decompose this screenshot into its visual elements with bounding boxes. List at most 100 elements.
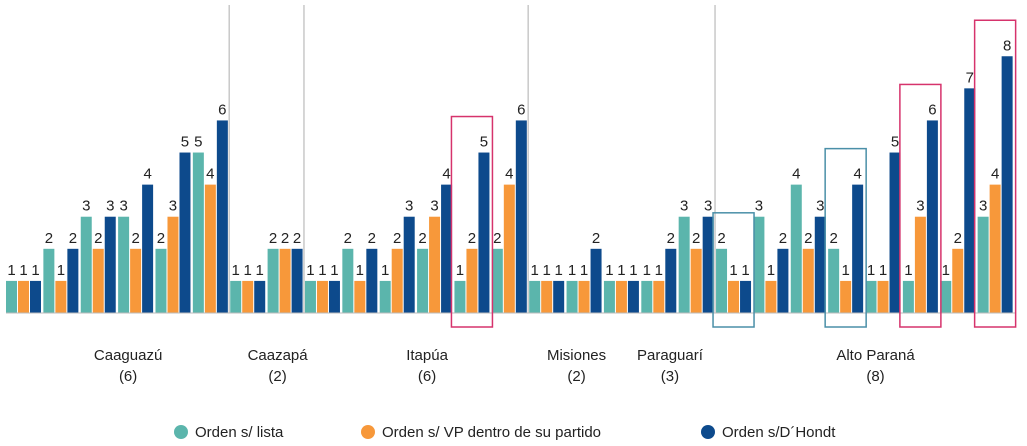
value-label: 1 xyxy=(330,262,338,279)
value-label: 2 xyxy=(418,230,426,247)
value-label: 3 xyxy=(405,198,413,215)
value-label: 1 xyxy=(904,262,912,279)
value-label: 3 xyxy=(916,198,924,215)
bar xyxy=(877,280,889,313)
bar xyxy=(391,248,403,313)
value-label: 4 xyxy=(505,166,513,183)
bar xyxy=(43,248,55,313)
value-label: 3 xyxy=(119,198,127,215)
value-label: 4 xyxy=(143,166,151,183)
bar xyxy=(92,248,104,313)
bar xyxy=(578,280,590,313)
bar xyxy=(641,280,653,313)
value-label: 1 xyxy=(318,262,326,279)
value-label: 1 xyxy=(879,262,887,279)
bar xyxy=(130,248,142,313)
value-label: 2 xyxy=(493,230,501,247)
value-label: 1 xyxy=(7,262,15,279)
bar xyxy=(590,248,602,313)
value-label: 1 xyxy=(57,262,65,279)
bar xyxy=(653,280,665,313)
bar xyxy=(342,248,354,313)
value-label: 5 xyxy=(480,134,488,151)
bar xyxy=(865,280,877,313)
highlight-box xyxy=(899,83,942,328)
value-label: 1 xyxy=(256,262,264,279)
bar xyxy=(728,280,740,313)
highlight-box xyxy=(712,212,755,328)
value-label: 2 xyxy=(69,230,77,247)
value-label: 3 xyxy=(430,198,438,215)
value-label: 1 xyxy=(31,262,39,279)
bar xyxy=(615,280,627,313)
value-label: 2 xyxy=(667,230,675,247)
group-label: Alto Paraná xyxy=(836,347,915,364)
bar xyxy=(1001,56,1013,314)
value-label: 1 xyxy=(543,262,551,279)
bar xyxy=(802,248,814,313)
value-label: 2 xyxy=(344,230,352,247)
value-label: 3 xyxy=(979,198,987,215)
bar xyxy=(155,248,167,313)
bar xyxy=(603,280,615,313)
bar xyxy=(379,280,391,313)
bar xyxy=(80,216,92,313)
bar xyxy=(627,280,639,313)
value-label: 4 xyxy=(792,166,800,183)
value-label: 1 xyxy=(942,262,950,279)
group-label: Caaguazú xyxy=(94,347,162,364)
bar xyxy=(291,248,303,313)
bar xyxy=(665,248,677,313)
value-label: 8 xyxy=(1003,37,1011,54)
value-label: 2 xyxy=(269,230,277,247)
bar xyxy=(889,152,901,313)
value-label: 1 xyxy=(617,262,625,279)
bar xyxy=(403,216,415,313)
value-label: 3 xyxy=(169,198,177,215)
value-label: 3 xyxy=(816,198,824,215)
bar xyxy=(491,248,503,313)
bar xyxy=(926,120,938,313)
legend-label: Orden s/ lista xyxy=(195,424,284,441)
bar xyxy=(852,184,864,313)
group-seats: (6) xyxy=(119,368,137,385)
bar xyxy=(366,248,378,313)
bar xyxy=(740,280,752,313)
group-label: Caazapá xyxy=(248,347,309,364)
legend-swatch xyxy=(361,425,375,439)
value-label: 1 xyxy=(729,262,737,279)
value-label: 2 xyxy=(393,230,401,247)
value-label: 1 xyxy=(19,262,27,279)
value-label: 1 xyxy=(356,262,364,279)
value-label: 5 xyxy=(891,134,899,151)
value-label: 1 xyxy=(655,262,663,279)
value-label: 1 xyxy=(232,262,240,279)
value-label: 1 xyxy=(555,262,563,279)
bar xyxy=(454,280,466,313)
value-label: 2 xyxy=(131,230,139,247)
value-label: 5 xyxy=(194,134,202,151)
bar xyxy=(429,216,441,313)
bar xyxy=(940,280,952,313)
bar xyxy=(553,280,565,313)
value-label: 2 xyxy=(293,230,301,247)
value-label: 6 xyxy=(517,101,525,118)
value-label: 1 xyxy=(456,262,464,279)
value-label: 1 xyxy=(531,262,539,279)
bar xyxy=(67,248,79,313)
value-label: 6 xyxy=(928,101,936,118)
bar xyxy=(30,280,41,313)
bar xyxy=(254,280,266,313)
legend-label: Orden s/D´Hondt xyxy=(722,424,836,441)
value-label: 1 xyxy=(741,262,749,279)
value-label: 2 xyxy=(368,230,376,247)
group-seats: (3) xyxy=(661,368,679,385)
legend-swatch xyxy=(174,425,188,439)
bar xyxy=(441,184,453,313)
value-label: 1 xyxy=(643,262,651,279)
bar xyxy=(417,248,429,313)
bar xyxy=(989,184,1001,313)
bar xyxy=(716,248,728,313)
bar xyxy=(304,280,316,313)
